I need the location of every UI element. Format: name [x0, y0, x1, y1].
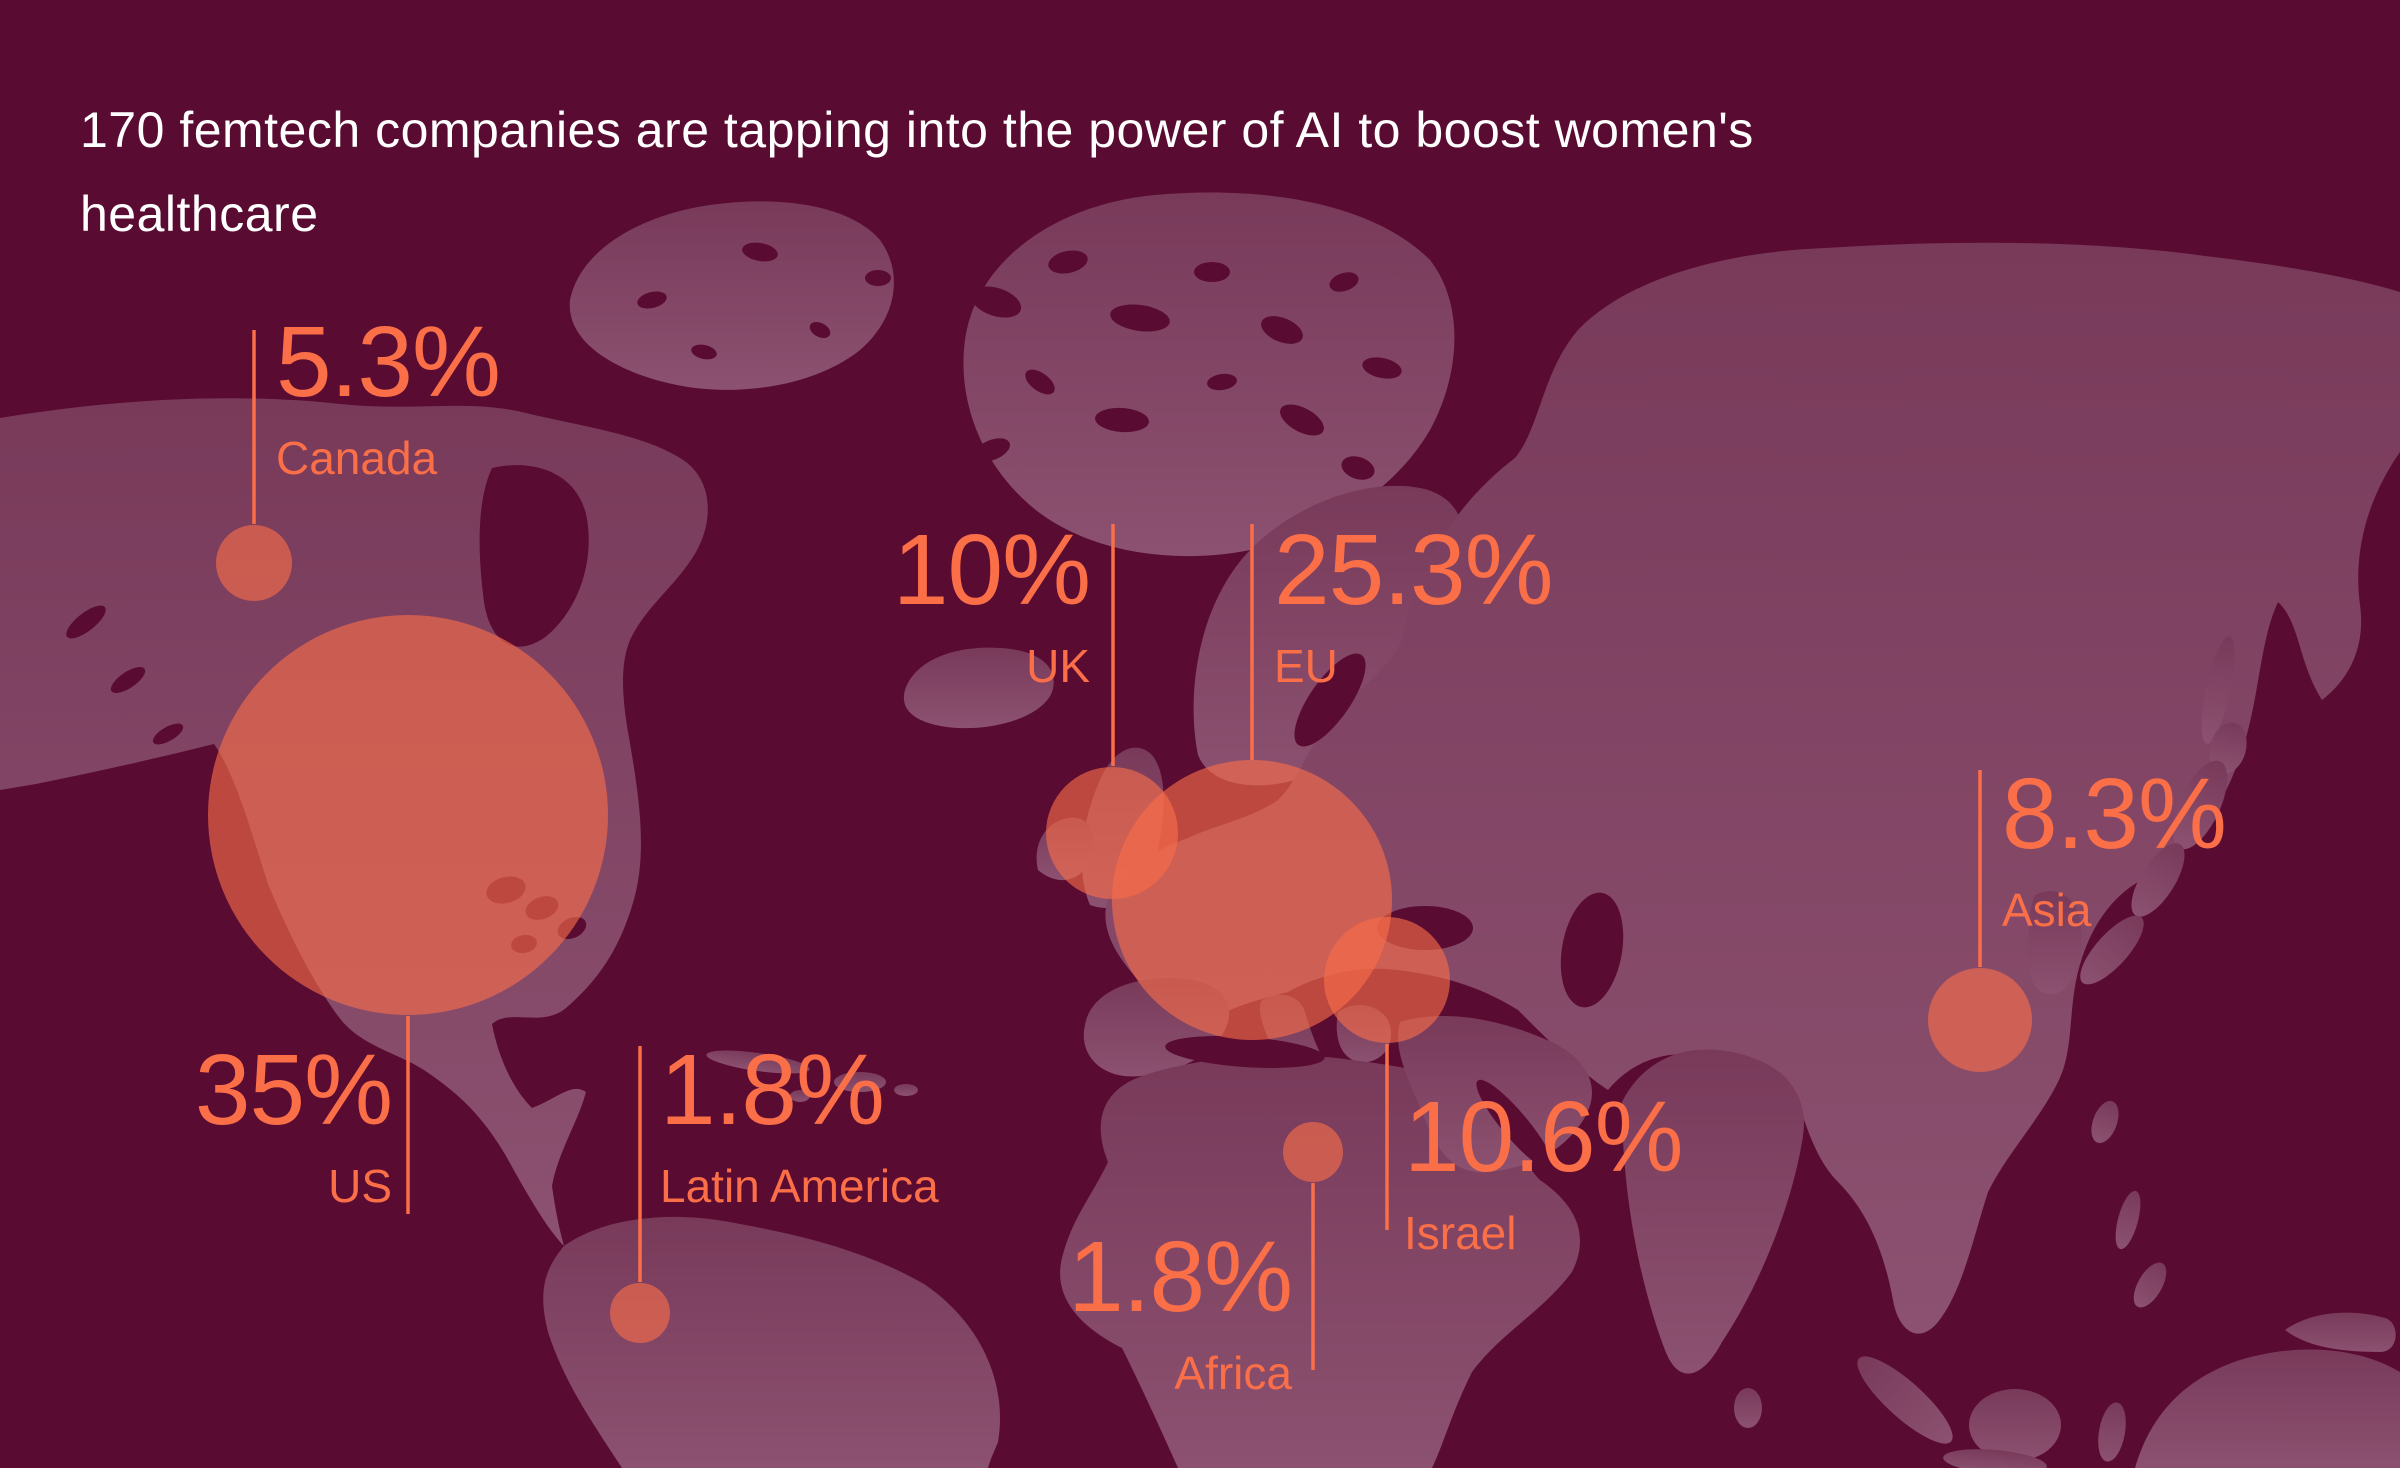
- latin-america-region-name: Latin America: [660, 1160, 939, 1212]
- cuba: [706, 1050, 810, 1074]
- japan-kyushu: [2080, 915, 2144, 985]
- jamaica: [790, 1090, 810, 1102]
- japan-hokkaido: [2209, 722, 2247, 774]
- canada-pct-value: 5.3%: [276, 306, 501, 418]
- australia: [2135, 1349, 2400, 1468]
- data-bubbles: [208, 525, 2032, 1343]
- hispaniola: [834, 1072, 886, 1092]
- bubble-eu: [1112, 760, 1392, 1040]
- java: [1943, 1449, 2047, 1468]
- puerto-rico: [894, 1084, 918, 1096]
- new-guinea: [2285, 1312, 2396, 1352]
- eurasia: [1105, 242, 2400, 1334]
- asia-region-name: Asia: [2002, 884, 2092, 936]
- bubble-latin-america: [610, 1283, 670, 1343]
- japan-honshu: [2172, 760, 2228, 850]
- sumatra: [1857, 1356, 1953, 1444]
- iceland: [903, 647, 1054, 729]
- bubble-africa: [1283, 1122, 1343, 1182]
- israel-pct-value: 10.6%: [1404, 1081, 1684, 1193]
- region-label-israel: 10.6% Israel: [1404, 1081, 1684, 1259]
- bubble-canada: [216, 525, 292, 601]
- hudson-bay: [479, 465, 589, 647]
- sulawesi: [2098, 1402, 2126, 1462]
- uk-pct-value: 10%: [892, 514, 1091, 626]
- korea: [2028, 891, 2082, 995]
- india: [1622, 1049, 1804, 1374]
- region-label-latin-america: 1.8% Latin America: [660, 1034, 939, 1212]
- bubble-us: [208, 615, 608, 1015]
- south-america: [543, 1216, 1000, 1468]
- region-label-africa: 1.8% Africa: [1068, 1221, 1293, 1399]
- red-sea: [1476, 1079, 1554, 1171]
- borneo: [1969, 1389, 2061, 1461]
- sakhalin: [2201, 636, 2235, 744]
- page-title: 170 femtech companies are tapping into t…: [80, 102, 1754, 242]
- israel-region-name: Israel: [1404, 1207, 1517, 1259]
- philippines-mindanao: [2133, 1262, 2167, 1308]
- latin-america-pct-value: 1.8%: [660, 1034, 885, 1146]
- us-pct-value: 35%: [194, 1034, 393, 1146]
- asia-pct-value: 8.3%: [2002, 758, 2227, 870]
- region-label-canada: 5.3% Canada: [276, 306, 501, 484]
- map-water-detail: [66, 242, 1624, 1171]
- bubble-asia: [1928, 968, 2032, 1072]
- canada-region-name: Canada: [276, 432, 438, 484]
- region-label-us: 35% US: [194, 1034, 393, 1212]
- sri-lanka: [1734, 1388, 1762, 1428]
- japan-shikoku: [2131, 843, 2185, 917]
- mediterranean-sea: [1165, 1036, 1325, 1068]
- philippines-luzon: [2115, 1190, 2141, 1250]
- uk-region-name: UK: [1026, 640, 1090, 692]
- baltic-sea: [1294, 653, 1366, 747]
- connector-lines: [252, 330, 1982, 1370]
- africa-region-name: Africa: [1174, 1347, 1292, 1399]
- bubble-israel: [1324, 917, 1450, 1043]
- baffin-arctic-canada: [569, 201, 894, 390]
- scandinavia: [1193, 485, 1464, 786]
- us-region-name: US: [328, 1160, 392, 1212]
- eu-pct-value: 25.3%: [1274, 514, 1554, 626]
- eu-region-name: EU: [1274, 640, 1338, 692]
- region-label-asia: 8.3% Asia: [2002, 758, 2227, 936]
- region-label-uk: 10% UK: [892, 514, 1091, 692]
- caspian-sea: [1560, 892, 1624, 1008]
- region-label-eu: 25.3% EU: [1274, 514, 1554, 692]
- taiwan: [2091, 1100, 2119, 1144]
- africa-pct-value: 1.8%: [1068, 1221, 1293, 1333]
